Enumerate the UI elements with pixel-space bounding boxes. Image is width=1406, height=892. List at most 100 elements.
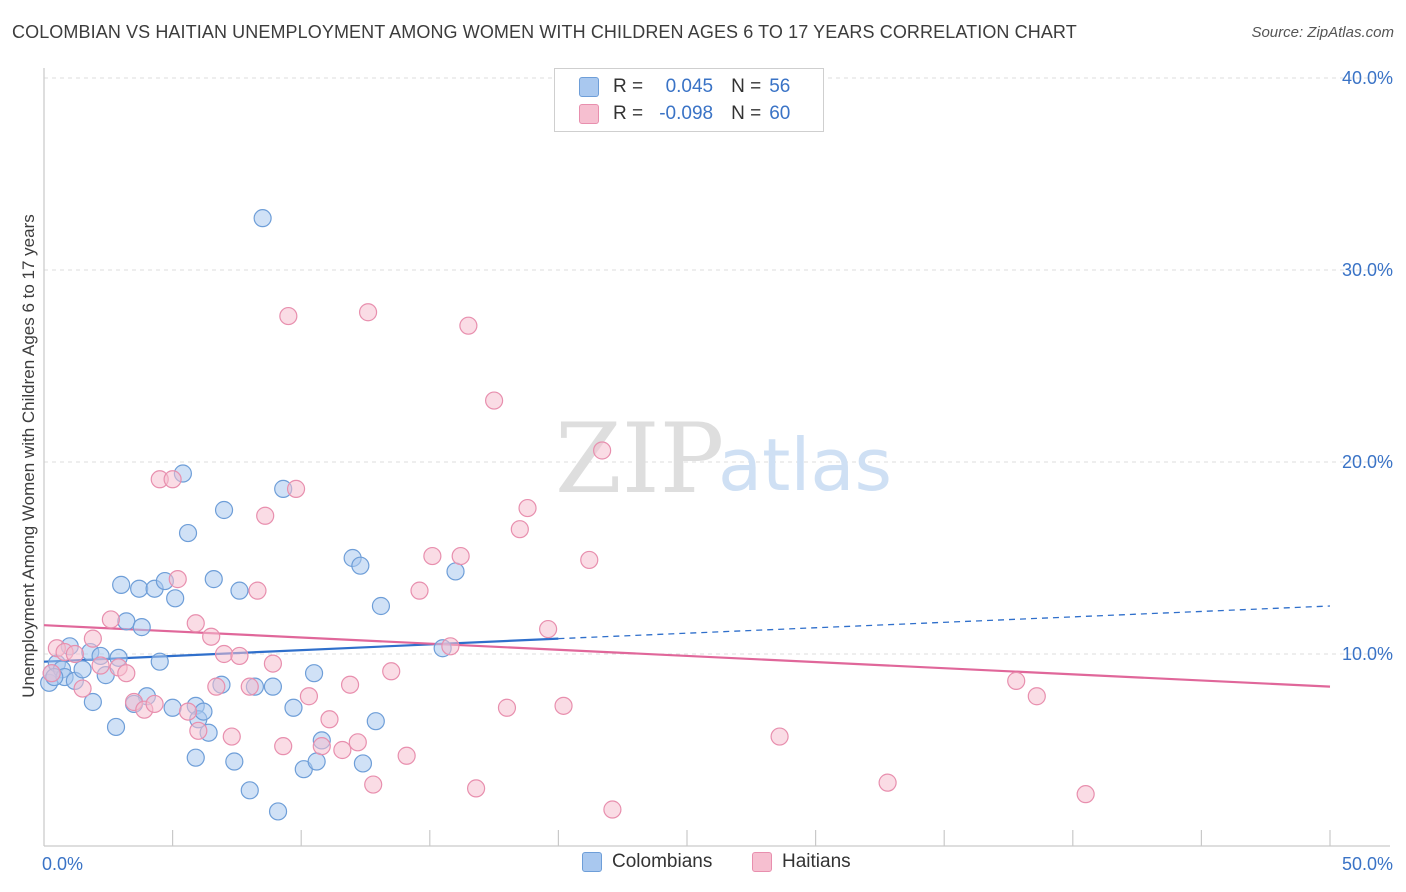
haitian-point [230, 646, 249, 666]
haitian-point [554, 696, 573, 715]
legend-n-label: N = [731, 76, 762, 97]
trend-lines [43, 605, 1331, 688]
haitian-point [518, 498, 537, 518]
legend-row-haitians: R = -0.098 N = 60 [579, 101, 790, 127]
colombian-point [351, 556, 370, 575]
legend-n-value: 60 [769, 103, 791, 124]
haitian-point [117, 664, 136, 683]
haitian-point [423, 546, 442, 566]
y-tick-labels: 10.0% 20.0% 30.0% 40.0% [1342, 68, 1393, 664]
haitian-point [286, 479, 306, 498]
correlation-legend: R = 0.045 N = 56 R = -0.098 N = 60 [554, 68, 824, 132]
haitian-trend-line [43, 624, 1331, 688]
haitian-point [878, 773, 897, 792]
haitian-point [263, 654, 283, 673]
colombian-point [194, 702, 213, 721]
watermark: ZIP atlas [555, 403, 892, 515]
haitian-point [770, 727, 789, 746]
haitian-point [451, 546, 470, 566]
legend-swatch-colombians [579, 77, 599, 97]
legend-swatch-haitians [579, 104, 599, 124]
legend-swatch-haitians [752, 852, 772, 872]
haitian-point [222, 727, 241, 746]
haitian-point [410, 581, 429, 600]
y-tick-label: 40.0% [1342, 68, 1393, 88]
data-points [40, 209, 1095, 821]
x-axis-ticks [172, 830, 1331, 846]
haitian-point [186, 614, 205, 633]
colombian-point [263, 677, 283, 696]
haitian-point [240, 677, 259, 696]
colombian-point [214, 500, 234, 520]
colombian-point [163, 698, 182, 717]
colombian-point [130, 579, 149, 598]
haitian-point [248, 581, 267, 600]
haitian-point [441, 637, 460, 656]
colombian-point [446, 562, 465, 581]
haitian-point [466, 779, 486, 798]
colombian-trend-line [43, 637, 559, 663]
haitian-point [348, 733, 367, 752]
haitian-point [364, 775, 383, 794]
haitian-point [1076, 785, 1095, 804]
x-tick-label: 50.0% [1342, 854, 1393, 874]
haitian-point [214, 644, 234, 664]
legend-row-colombians: R = 0.045 N = 56 [579, 74, 790, 100]
legend-swatch-colombians [582, 852, 602, 872]
colombian-point [112, 575, 131, 594]
colombian-point [204, 570, 223, 589]
haitian-point [163, 470, 182, 489]
chart-title: COLOMBIAN VS HAITIAN UNEMPLOYMENT AMONG … [12, 22, 1077, 42]
colombian-point [304, 664, 324, 683]
colombian-point [307, 752, 326, 771]
haitian-point [91, 656, 110, 675]
haitian-point [279, 306, 298, 326]
colombian-point [186, 748, 205, 767]
legend-r-label: R = [613, 103, 644, 124]
colombian-point [117, 612, 136, 631]
legend-label-colombians: Colombians [612, 851, 713, 872]
legend-item-colombians[interactable]: Colombians [582, 851, 712, 873]
legend-r-value: -0.098 [659, 103, 714, 124]
legend-n-label: N = [731, 103, 762, 124]
y-tick-label: 20.0% [1342, 452, 1393, 472]
haitian-point [312, 737, 331, 756]
haitian-point [485, 391, 504, 410]
legend-n-value: 56 [769, 76, 791, 97]
y-tick-label: 30.0% [1342, 260, 1393, 280]
haitian-point [497, 698, 517, 717]
haitian-point [202, 627, 221, 646]
haitian-point [333, 740, 352, 760]
haitian-point [358, 303, 378, 322]
colombian-point [268, 802, 288, 821]
colombian-point [166, 589, 185, 608]
haitian-point [256, 506, 275, 525]
colombian-point [225, 752, 244, 771]
legend-r-label: R = [613, 76, 644, 97]
haitian-point [459, 316, 478, 335]
haitian-point [73, 679, 92, 698]
haitian-point [510, 520, 529, 539]
colombian-point [371, 596, 391, 616]
x-tick-label: 0.0% [42, 854, 83, 874]
haitian-point [207, 677, 226, 696]
haitian-point [603, 800, 622, 819]
colombian-point [73, 660, 92, 679]
colombian-point [284, 698, 303, 717]
haitian-point [320, 710, 339, 729]
x-tick-labels: 0.0% 50.0% [42, 854, 1393, 874]
haitian-point [42, 664, 61, 683]
haitian-point [539, 619, 558, 639]
haitian-point [145, 694, 164, 714]
y-axis-label: Unemployment Among Women with Children A… [19, 214, 38, 698]
colombian-point [178, 523, 198, 543]
colombian-point [83, 692, 102, 712]
gridlines [44, 77, 1390, 655]
haitian-point [593, 441, 612, 460]
source-label: Source: ZipAtlas.com [1251, 24, 1394, 41]
haitian-point [65, 644, 84, 664]
colombian-point [230, 581, 249, 600]
legend-item-haitians[interactable]: Haitians [752, 851, 851, 873]
haitian-point [83, 629, 102, 648]
